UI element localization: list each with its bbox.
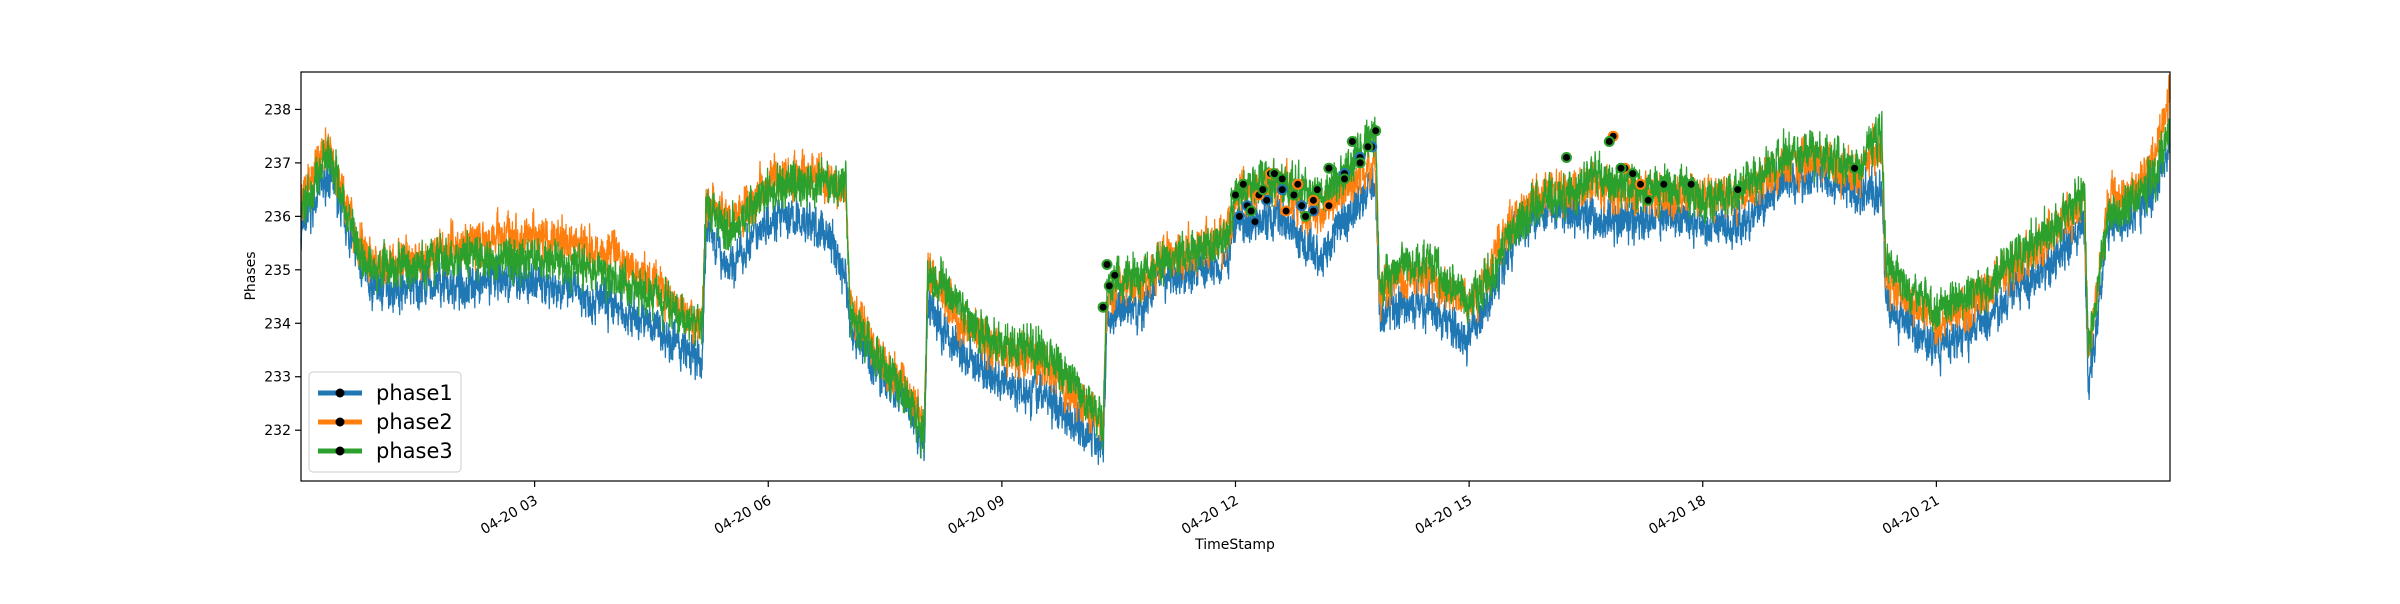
marker-phase2 (1307, 194, 1319, 206)
x-tick-label: 04-20 15 (1413, 493, 1476, 538)
marker-phase3 (1237, 178, 1249, 190)
y-axis-label: Phases (243, 251, 259, 300)
marker-phase3 (1101, 259, 1113, 270)
x-axis: 04-20 03 04-20 06 04-20 09 04-20 12 04-20 15… (478, 481, 1942, 538)
marker-phase3 (1642, 194, 1654, 206)
marker-phase2 (1323, 200, 1335, 212)
legend-label-phase2: phase2 (376, 410, 453, 434)
y-tick-label: 237 (264, 156, 291, 172)
marker-phase3 (1109, 269, 1121, 281)
marker-phase2 (1280, 205, 1292, 217)
x-tick-label: 04-20 06 (712, 493, 775, 538)
marker-phase1 (1249, 216, 1261, 228)
marker-phase1 (1307, 205, 1319, 217)
marker-phase3 (1354, 157, 1366, 169)
y-tick-label: 232 (264, 423, 291, 439)
marker-phase3 (1300, 210, 1312, 222)
marker-phase3 (1849, 162, 1861, 174)
y-tick-label: 235 (264, 263, 291, 279)
y-tick-label: 238 (264, 102, 291, 118)
legend-label-phase1: phase1 (376, 381, 453, 405)
marker-phase1 (1296, 200, 1308, 212)
marker-phase3 (1103, 280, 1115, 292)
x-axis-label: TimeStamp (1194, 537, 1275, 553)
x-tick-label: 04-20 09 (945, 493, 1008, 538)
y-tick-label: 236 (264, 209, 291, 225)
marker-phase3 (1603, 136, 1615, 147)
marker-phase3 (1627, 168, 1639, 180)
y-tick-label: 234 (264, 316, 291, 332)
legend-marker-phase3 (335, 446, 345, 456)
marker-phase2 (1635, 178, 1646, 190)
series-layer (300, 73, 2171, 466)
marker-phase3 (1097, 301, 1109, 313)
marker-phase3 (1370, 125, 1382, 137)
marker-phase3 (1268, 168, 1280, 180)
marker-phase3 (1230, 189, 1241, 201)
legend-items: phase1 phase2 phase3 (318, 381, 453, 463)
series-line-phase1 (300, 128, 2171, 466)
marker-phase1 (1261, 194, 1273, 206)
marker-phase2 (1292, 178, 1304, 190)
legend-marker-phase1 (335, 388, 345, 398)
y-axis: 232 233 234 235 236 237 238 (264, 102, 301, 439)
marker-layer (1097, 125, 1861, 313)
marker-phase3 (1288, 189, 1300, 201)
marker-phase1 (1233, 210, 1245, 222)
marker-phase3 (1658, 178, 1670, 190)
x-tick-label: 04-20 18 (1646, 493, 1709, 538)
marker-phase3 (1732, 184, 1744, 196)
x-tick-label: 04-20 21 (1880, 493, 1943, 538)
marker-phase3 (1245, 205, 1257, 217)
marker-phase3 (1311, 184, 1323, 196)
x-tick-label: 04-20 03 (478, 493, 541, 538)
marker-phase3 (1561, 152, 1572, 163)
marker-phase3 (1339, 173, 1350, 185)
legend-label-phase3: phase3 (376, 439, 453, 463)
marker-phase3 (1615, 162, 1627, 174)
x-tick-label: 04-20 12 (1179, 493, 1242, 538)
legend: phase1 phase2 phase3 (308, 371, 462, 473)
legend-marker-phase2 (335, 417, 345, 427)
marker-phase1 (1276, 184, 1288, 196)
marker-phase3 (1346, 136, 1358, 147)
legend-box (308, 371, 462, 473)
marker-phase3 (1276, 173, 1288, 185)
y-tick-label: 233 (264, 370, 291, 386)
marker-phase3 (1685, 178, 1697, 190)
marker-phase3 (1362, 141, 1374, 153)
marker-phase3 (1257, 184, 1269, 196)
marker-phase3 (1323, 162, 1335, 174)
